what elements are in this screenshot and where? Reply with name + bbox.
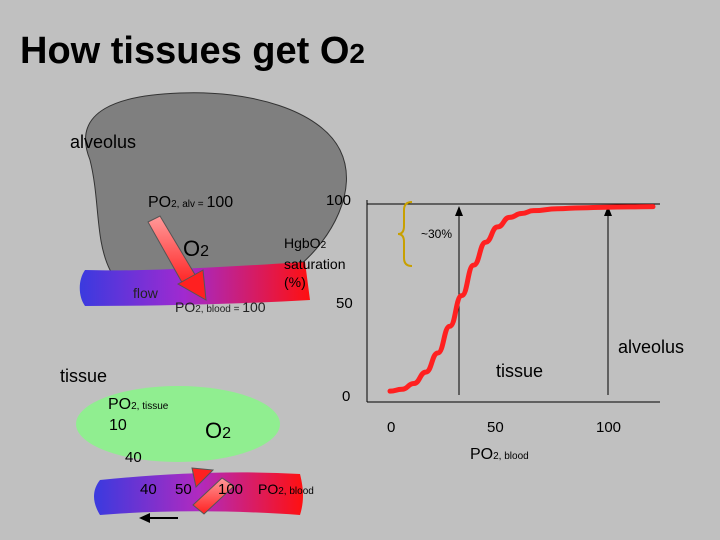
po2-tissue-label: PO2, tissue — [108, 396, 169, 413]
y-tick-50: 50 — [336, 295, 353, 312]
flow-label: flow — [133, 285, 158, 301]
alveolus-marker-arrow — [604, 206, 612, 395]
value-40-left: 40 — [125, 449, 142, 466]
o2-arrow-top — [147, 215, 207, 301]
tissue-shape — [76, 386, 280, 462]
bracket-annotation: ~30% — [421, 227, 453, 241]
alveolus-label: alveolus — [70, 132, 137, 152]
flow-arrow — [139, 513, 178, 523]
po2-alveolus-label: PO2, alv = 100 — [148, 194, 234, 211]
po2-tissue-value: 10 — [109, 417, 127, 434]
y-axis-label: HgbO2 saturation (%) — [284, 235, 346, 290]
y-tick-100: 100 — [326, 192, 352, 209]
x-tick-100: 100 — [596, 419, 622, 436]
alveolus-shape — [85, 92, 347, 298]
x-tick-50: 50 — [487, 419, 504, 436]
y-tick-0: 0 — [342, 388, 351, 405]
title-subscript: 2 — [349, 38, 365, 69]
capillary-bottom — [94, 472, 303, 515]
po2-blood-label: PO2, blood = 100 — [175, 299, 266, 315]
o2-label-bottom: O2 — [205, 418, 232, 443]
alveolus-marker-label: alveolus — [618, 337, 685, 357]
value-40: 40 — [140, 481, 157, 498]
x-axis-label: PO2, blood — [470, 446, 529, 463]
page-title: How tissues get O2 — [20, 30, 365, 72]
saturation-bracket — [397, 201, 413, 267]
tissue-label: tissue — [60, 366, 108, 386]
po2-blood-bottom-label: PO2, blood — [258, 481, 314, 497]
saturation-curve — [387, 204, 656, 394]
o2-label-top: O2 — [183, 236, 210, 261]
x-tick-0: 0 — [387, 419, 396, 436]
value-100: 100 — [218, 481, 244, 498]
tissue-marker-label: tissue — [496, 361, 544, 381]
o2-arrow-bottom — [191, 467, 235, 515]
value-50: 50 — [175, 481, 192, 498]
